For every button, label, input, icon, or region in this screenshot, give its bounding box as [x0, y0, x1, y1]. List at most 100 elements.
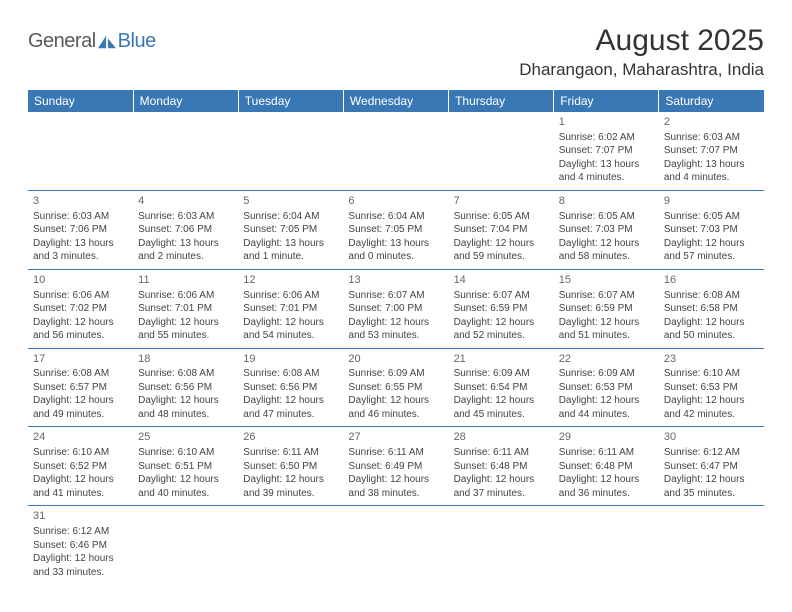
daylight-line: Daylight: 12 hours and 35 minutes.	[664, 473, 759, 500]
sunrise-line: Sunrise: 6:11 AM	[454, 446, 549, 460]
day-number: 31	[33, 509, 128, 524]
daylight-line: Daylight: 12 hours and 52 minutes.	[454, 316, 549, 343]
calendar-cell: 22Sunrise: 6:09 AMSunset: 6:53 PMDayligh…	[554, 348, 659, 427]
sunset-line: Sunset: 6:48 PM	[559, 460, 654, 474]
day-number: 2	[664, 115, 759, 130]
sunset-line: Sunset: 6:48 PM	[454, 460, 549, 474]
calendar-cell: 16Sunrise: 6:08 AMSunset: 6:58 PMDayligh…	[659, 269, 764, 348]
daylight-line: Daylight: 12 hours and 54 minutes.	[243, 316, 338, 343]
calendar-cell	[133, 506, 238, 584]
calendar-cell: 12Sunrise: 6:06 AMSunset: 7:01 PMDayligh…	[238, 269, 343, 348]
calendar-cell: 19Sunrise: 6:08 AMSunset: 6:56 PMDayligh…	[238, 348, 343, 427]
sunrise-line: Sunrise: 6:07 AM	[348, 289, 443, 303]
calendar-row: 24Sunrise: 6:10 AMSunset: 6:52 PMDayligh…	[28, 427, 764, 506]
day-number: 4	[138, 194, 233, 209]
daylight-line: Daylight: 12 hours and 42 minutes.	[664, 394, 759, 421]
daylight-line: Daylight: 12 hours and 59 minutes.	[454, 237, 549, 264]
logo-text-general: General	[28, 30, 96, 53]
sunrise-line: Sunrise: 6:10 AM	[664, 367, 759, 381]
weekday-header: Wednesday	[343, 90, 448, 112]
sunrise-line: Sunrise: 6:04 AM	[243, 210, 338, 224]
logo: General Blue	[28, 30, 156, 53]
daylight-line: Daylight: 12 hours and 40 minutes.	[138, 473, 233, 500]
calendar-cell: 7Sunrise: 6:05 AMSunset: 7:04 PMDaylight…	[449, 190, 554, 269]
sunrise-line: Sunrise: 6:03 AM	[138, 210, 233, 224]
calendar-cell: 26Sunrise: 6:11 AMSunset: 6:50 PMDayligh…	[238, 427, 343, 506]
sunrise-line: Sunrise: 6:07 AM	[559, 289, 654, 303]
calendar-cell	[343, 112, 448, 190]
day-number: 22	[559, 352, 654, 367]
day-number: 5	[243, 194, 338, 209]
calendar-cell: 8Sunrise: 6:05 AMSunset: 7:03 PMDaylight…	[554, 190, 659, 269]
sunset-line: Sunset: 6:50 PM	[243, 460, 338, 474]
calendar-row: 1Sunrise: 6:02 AMSunset: 7:07 PMDaylight…	[28, 112, 764, 190]
daylight-line: Daylight: 13 hours and 3 minutes.	[33, 237, 128, 264]
day-number: 27	[348, 430, 443, 445]
sunset-line: Sunset: 7:03 PM	[559, 223, 654, 237]
daylight-line: Daylight: 13 hours and 4 minutes.	[664, 158, 759, 185]
calendar-cell: 21Sunrise: 6:09 AMSunset: 6:54 PMDayligh…	[449, 348, 554, 427]
daylight-line: Daylight: 12 hours and 39 minutes.	[243, 473, 338, 500]
calendar-cell: 31Sunrise: 6:12 AMSunset: 6:46 PMDayligh…	[28, 506, 133, 584]
sunset-line: Sunset: 6:57 PM	[33, 381, 128, 395]
sunset-line: Sunset: 7:00 PM	[348, 302, 443, 316]
sunrise-line: Sunrise: 6:12 AM	[664, 446, 759, 460]
sunset-line: Sunset: 7:06 PM	[33, 223, 128, 237]
sunset-line: Sunset: 7:04 PM	[454, 223, 549, 237]
day-number: 29	[559, 430, 654, 445]
day-number: 15	[559, 273, 654, 288]
calendar-row: 17Sunrise: 6:08 AMSunset: 6:57 PMDayligh…	[28, 348, 764, 427]
sunset-line: Sunset: 7:01 PM	[138, 302, 233, 316]
calendar-cell: 27Sunrise: 6:11 AMSunset: 6:49 PMDayligh…	[343, 427, 448, 506]
day-number: 30	[664, 430, 759, 445]
sunset-line: Sunset: 6:52 PM	[33, 460, 128, 474]
day-number: 26	[243, 430, 338, 445]
weekday-header: Tuesday	[238, 90, 343, 112]
sunrise-line: Sunrise: 6:09 AM	[559, 367, 654, 381]
sunset-line: Sunset: 7:07 PM	[664, 144, 759, 158]
sunrise-line: Sunrise: 6:07 AM	[454, 289, 549, 303]
daylight-line: Daylight: 12 hours and 44 minutes.	[559, 394, 654, 421]
weekday-header: Thursday	[449, 90, 554, 112]
day-number: 18	[138, 352, 233, 367]
sunset-line: Sunset: 6:54 PM	[454, 381, 549, 395]
calendar-cell	[238, 506, 343, 584]
sunset-line: Sunset: 6:58 PM	[664, 302, 759, 316]
sunrise-line: Sunrise: 6:09 AM	[454, 367, 549, 381]
sunset-line: Sunset: 6:53 PM	[664, 381, 759, 395]
daylight-line: Daylight: 13 hours and 2 minutes.	[138, 237, 233, 264]
calendar-cell: 6Sunrise: 6:04 AMSunset: 7:05 PMDaylight…	[343, 190, 448, 269]
day-number: 9	[664, 194, 759, 209]
sunrise-line: Sunrise: 6:03 AM	[664, 131, 759, 145]
header: General Blue August 2025 Dharangaon, Mah…	[28, 24, 764, 80]
sunrise-line: Sunrise: 6:09 AM	[348, 367, 443, 381]
daylight-line: Daylight: 12 hours and 58 minutes.	[559, 237, 654, 264]
day-number: 14	[454, 273, 549, 288]
sunrise-line: Sunrise: 6:03 AM	[33, 210, 128, 224]
day-number: 28	[454, 430, 549, 445]
calendar-cell: 18Sunrise: 6:08 AMSunset: 6:56 PMDayligh…	[133, 348, 238, 427]
daylight-line: Daylight: 12 hours and 51 minutes.	[559, 316, 654, 343]
daylight-line: Daylight: 12 hours and 53 minutes.	[348, 316, 443, 343]
daylight-line: Daylight: 12 hours and 56 minutes.	[33, 316, 128, 343]
day-number: 10	[33, 273, 128, 288]
sunset-line: Sunset: 6:56 PM	[138, 381, 233, 395]
day-number: 23	[664, 352, 759, 367]
day-number: 25	[138, 430, 233, 445]
day-number: 3	[33, 194, 128, 209]
sail-icon	[98, 35, 116, 49]
calendar-cell	[449, 112, 554, 190]
sunset-line: Sunset: 6:51 PM	[138, 460, 233, 474]
calendar-row: 31Sunrise: 6:12 AMSunset: 6:46 PMDayligh…	[28, 506, 764, 584]
day-number: 7	[454, 194, 549, 209]
calendar-cell: 15Sunrise: 6:07 AMSunset: 6:59 PMDayligh…	[554, 269, 659, 348]
daylight-line: Daylight: 12 hours and 46 minutes.	[348, 394, 443, 421]
calendar-cell: 4Sunrise: 6:03 AMSunset: 7:06 PMDaylight…	[133, 190, 238, 269]
daylight-line: Daylight: 12 hours and 38 minutes.	[348, 473, 443, 500]
sunrise-line: Sunrise: 6:04 AM	[348, 210, 443, 224]
sunrise-line: Sunrise: 6:08 AM	[33, 367, 128, 381]
calendar-cell: 1Sunrise: 6:02 AMSunset: 7:07 PMDaylight…	[554, 112, 659, 190]
sunset-line: Sunset: 7:05 PM	[348, 223, 443, 237]
day-number: 24	[33, 430, 128, 445]
sunset-line: Sunset: 6:46 PM	[33, 539, 128, 553]
